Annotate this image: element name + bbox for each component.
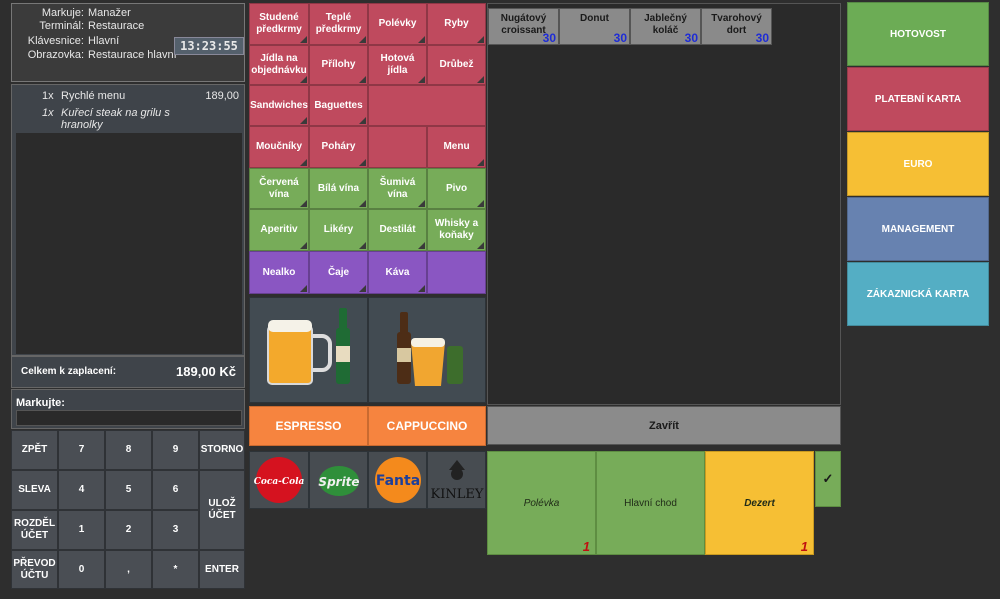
euro-payment-button[interactable]: EURO bbox=[847, 132, 989, 196]
course-count: 1 bbox=[800, 539, 808, 554]
key-6[interactable]: 6 bbox=[152, 470, 199, 510]
key-4[interactable]: 4 bbox=[58, 470, 105, 510]
product-area: Nugátový croissant 30 Donut 30 Jablečný … bbox=[487, 3, 841, 405]
order-panel[interactable]: 1x Rychlé menu 189,00 1x Kuřecí steak na… bbox=[11, 84, 245, 356]
svg-text:Sprite: Sprite bbox=[318, 475, 359, 489]
category-empty-slot bbox=[427, 251, 486, 294]
category-poultry[interactable]: Drůbež bbox=[427, 45, 486, 85]
category-whisky-cognac[interactable]: Whisky a koňaky bbox=[427, 209, 486, 251]
info-row-operator: Markuje: Manažer bbox=[41, 7, 131, 19]
product-button[interactable]: Donut 30 bbox=[559, 8, 630, 45]
markujte-label: Markujte: bbox=[16, 397, 65, 409]
key-0[interactable]: 0 bbox=[58, 550, 105, 589]
category-liqueurs[interactable]: Likéry bbox=[309, 209, 368, 251]
category-red-wines[interactable]: Červená vína bbox=[249, 168, 309, 209]
course-soup-button[interactable]: Polévka 1 bbox=[487, 451, 596, 555]
product-button[interactable]: Tvarohový dort 30 bbox=[701, 8, 772, 45]
fanta-button[interactable]: Fanta bbox=[368, 451, 427, 509]
kinley-logo-icon: KINLEY bbox=[430, 460, 483, 502]
total-label: Celkem k zaplacení: bbox=[21, 366, 117, 377]
split-account-button[interactable]: ROZDĚL ÚČET bbox=[11, 510, 58, 550]
cash-payment-button[interactable]: HOTOVOST bbox=[847, 2, 989, 66]
clock: 13:23:55 bbox=[174, 37, 244, 55]
sprite-logo-icon: Sprite bbox=[318, 466, 359, 496]
category-baguettes[interactable]: Baguettes bbox=[309, 85, 368, 126]
course-count: 1 bbox=[582, 539, 590, 554]
beer-mug-icon bbox=[267, 308, 350, 385]
category-sandwiches[interactable]: Sandwiches bbox=[249, 85, 309, 126]
course-main-button[interactable]: Hlavní chod bbox=[596, 451, 705, 555]
enter-button[interactable]: ENTER bbox=[199, 550, 245, 589]
category-sundaes[interactable]: Poháry bbox=[309, 126, 368, 168]
cappuccino-button[interactable]: CAPPUCCINO bbox=[368, 406, 486, 446]
product-button[interactable]: Jablečný koláč 30 bbox=[630, 8, 701, 45]
kinley-button[interactable]: KINLEY bbox=[427, 451, 486, 509]
stock-count: 30 bbox=[755, 31, 769, 45]
category-empty-slot bbox=[368, 126, 427, 168]
category-fish[interactable]: Ryby bbox=[427, 3, 486, 45]
markujte-input[interactable] bbox=[16, 410, 242, 426]
category-soups[interactable]: Polévky bbox=[368, 3, 427, 45]
svg-text:Fanta: Fanta bbox=[375, 473, 419, 489]
info-row-keyboard: Klávesnice: Hlavní bbox=[27, 35, 120, 47]
fanta-logo-icon: Fanta bbox=[374, 457, 421, 503]
category-warm-starters[interactable]: Teplé předkrmy bbox=[309, 3, 368, 45]
category-aperitif[interactable]: Aperitiv bbox=[249, 209, 309, 251]
category-menu[interactable]: Menu bbox=[427, 126, 486, 168]
category-white-wines[interactable]: Bílá vína bbox=[309, 168, 368, 209]
category-coffee[interactable]: Káva bbox=[368, 251, 427, 294]
key-2[interactable]: 2 bbox=[105, 510, 152, 550]
customer-card-button[interactable]: ZÁKAZNICKÁ KARTA bbox=[847, 262, 989, 326]
category-soft-drinks[interactable]: Nealko bbox=[249, 251, 309, 294]
terminal-info-panel: Markuje: Manažer Terminál: Restaurace Kláv… bbox=[11, 3, 245, 82]
total-value: 189,00 Kč bbox=[176, 364, 236, 379]
management-button[interactable]: MANAGEMENT bbox=[847, 197, 989, 261]
category-sparkling-wines[interactable]: Šumivá vína bbox=[368, 168, 427, 209]
category-cold-starters[interactable]: Studené předkrmy bbox=[249, 3, 309, 45]
svg-text:KINLEY: KINLEY bbox=[430, 487, 483, 502]
info-row-terminal: Terminál: Restaurace bbox=[39, 20, 145, 32]
product-button[interactable]: Nugátový croissant 30 bbox=[488, 8, 559, 45]
key-multiply[interactable]: * bbox=[152, 550, 199, 589]
key-1[interactable]: 1 bbox=[58, 510, 105, 550]
storno-button[interactable]: STORNO bbox=[199, 430, 245, 470]
beer-bottles-image-button[interactable] bbox=[368, 297, 486, 403]
back-button[interactable]: ZPĚT bbox=[11, 430, 58, 470]
info-row-screen: Obrazovka: Restaurace hlavní bbox=[27, 49, 177, 61]
transfer-account-button[interactable]: PŘEVOD ÚČTU bbox=[11, 550, 58, 589]
confirm-check-button[interactable]: ✓ bbox=[815, 451, 841, 507]
category-empty-slot bbox=[368, 85, 486, 126]
discount-button[interactable]: SLEVA bbox=[11, 470, 58, 510]
stock-count: 30 bbox=[613, 31, 627, 45]
sprite-button[interactable]: Sprite bbox=[309, 451, 368, 509]
espresso-button[interactable]: ESPRESSO bbox=[249, 406, 368, 446]
category-ready-meals[interactable]: Hotová jídla bbox=[368, 45, 427, 85]
category-teas[interactable]: Čaje bbox=[309, 251, 368, 294]
close-button[interactable]: Zavřít bbox=[487, 406, 841, 445]
category-spirits[interactable]: Destilát bbox=[368, 209, 427, 251]
beer-mug-image-button[interactable] bbox=[249, 297, 368, 403]
key-7[interactable]: 7 bbox=[58, 430, 105, 470]
category-beer[interactable]: Pivo bbox=[427, 168, 486, 209]
save-account-button[interactable]: ULOŽ ÚČET bbox=[199, 470, 245, 550]
key-3[interactable]: 3 bbox=[152, 510, 199, 550]
coca-cola-button[interactable]: Coca-Cola bbox=[249, 451, 309, 509]
course-dessert-button[interactable]: Dezert 1 bbox=[705, 451, 814, 555]
order-list-area bbox=[16, 133, 242, 354]
stock-count: 30 bbox=[542, 31, 556, 45]
stock-count: 30 bbox=[684, 31, 698, 45]
markujte-panel: Markujte: bbox=[11, 389, 245, 429]
coca-cola-logo-icon: Coca-Cola bbox=[254, 457, 304, 503]
beer-glass-icon bbox=[397, 312, 463, 386]
category-sides[interactable]: Přílohy bbox=[309, 45, 368, 85]
card-payment-button[interactable]: PLATEBNÍ KARTA bbox=[847, 67, 989, 131]
category-desserts[interactable]: Moučníky bbox=[249, 126, 309, 168]
svg-text:Coca-Cola: Coca-Cola bbox=[254, 477, 304, 487]
total-bar: Celkem k zaplacení: 189,00 Kč bbox=[11, 356, 245, 388]
key-comma[interactable]: , bbox=[105, 550, 152, 589]
key-5[interactable]: 5 bbox=[105, 470, 152, 510]
key-8[interactable]: 8 bbox=[105, 430, 152, 470]
category-order-meals[interactable]: Jídla na objednávku bbox=[249, 45, 309, 85]
key-9[interactable]: 9 bbox=[152, 430, 199, 470]
